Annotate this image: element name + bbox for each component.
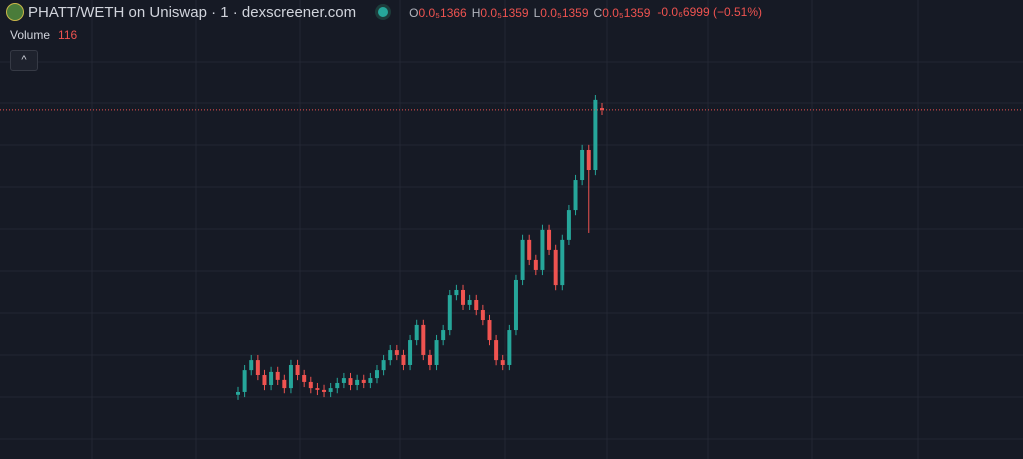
candle-body (600, 108, 604, 110)
candle-body (341, 378, 346, 383)
candle-body (533, 259, 538, 270)
ohlc-value: 0.0₅1359 (480, 5, 529, 20)
candle-body (487, 320, 492, 341)
candle-body (566, 210, 571, 240)
candle-body (242, 370, 247, 392)
candle-body (507, 330, 512, 365)
candle-body (302, 375, 307, 382)
candle-body (520, 239, 525, 280)
candle-body (467, 299, 472, 305)
candle-body (414, 324, 419, 341)
ohlc-value: 0.0₅1359 (540, 5, 589, 20)
candle-body (348, 378, 353, 386)
legend-header: PHATT/WETH on Uniswap · 1 · dexscreener.… (0, 0, 762, 24)
candle-body (368, 378, 373, 383)
ohlc-value: 0.0₅1366 (418, 5, 467, 20)
candle-body (553, 249, 558, 286)
candle-body (547, 229, 552, 250)
candle-body (441, 330, 446, 341)
candle-body (295, 364, 300, 376)
candle-body (288, 364, 293, 389)
candle-body (315, 388, 320, 390)
candle-body (374, 370, 379, 379)
ohlc-key: H (471, 5, 481, 20)
candle-body (427, 354, 432, 365)
candle-body (540, 229, 545, 270)
candle-body (328, 388, 333, 392)
candle-body (586, 149, 591, 171)
candle-body (447, 295, 452, 331)
candle-body (335, 382, 340, 389)
candle-body (355, 379, 360, 386)
change: -0.0₆6999 (−0.51%) (657, 5, 762, 19)
candle-body (454, 289, 459, 296)
candle-body (580, 149, 585, 181)
candle-body (480, 310, 485, 321)
candle-body (474, 299, 479, 311)
candle-body (401, 354, 406, 365)
candle-body (434, 340, 439, 365)
candle-body (500, 360, 505, 365)
candle-body (513, 279, 518, 331)
candle-body (394, 350, 399, 355)
volume-legend: Volume 116 (10, 28, 77, 42)
candle-body (573, 180, 578, 211)
ohlc-value: 0.0₅1359 (602, 5, 651, 20)
candle-body (249, 360, 254, 371)
candle-body (593, 99, 598, 171)
candle-body (322, 389, 327, 392)
token-icon (6, 3, 24, 21)
ohlc: O0.0₅1366 H0.0₅1359 L0.0₅1359 C0.0₅1359 (404, 5, 650, 20)
collapse-button[interactable]: ^ (10, 50, 38, 71)
candle-body (461, 289, 466, 305)
candle-body (255, 360, 260, 376)
candle-body (236, 391, 240, 395)
candle-body (275, 371, 280, 380)
volume-value: 116 (58, 28, 78, 42)
candle-body (527, 239, 532, 260)
status-dot (378, 7, 389, 17)
candle-body (308, 381, 313, 389)
candle-body (494, 340, 499, 361)
candle-body (361, 379, 366, 383)
ohlc-key: L (533, 5, 541, 20)
chart-title: PHATT/WETH on Uniswap · 1 · dexscreener.… (28, 3, 357, 21)
candle-body (269, 371, 274, 386)
ohlc-key: O (409, 5, 419, 20)
candle-body (262, 375, 267, 386)
volume-label: Volume (10, 28, 51, 42)
candle-body (381, 360, 386, 371)
candle-body (282, 379, 287, 389)
ohlc-key: C (593, 5, 603, 20)
candle-body (560, 239, 565, 286)
candle-body (408, 340, 413, 365)
candle-body (421, 324, 426, 355)
candle-body (388, 350, 393, 361)
